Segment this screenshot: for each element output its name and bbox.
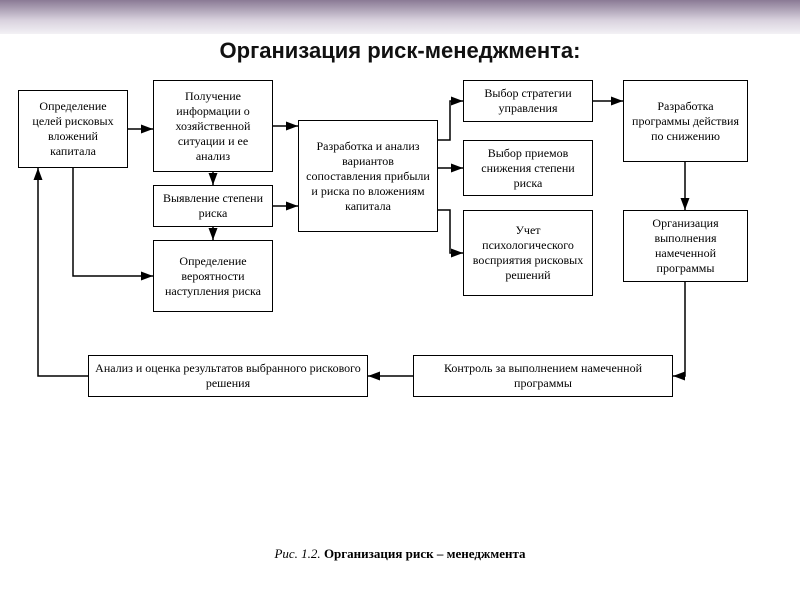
node-n3: Выявление степени риска xyxy=(153,185,273,227)
caption-prefix: Рис. 1.2. xyxy=(274,546,323,561)
node-n5: Разработка и анализ вариантов сопоставле… xyxy=(298,120,438,232)
node-n8: Учет психологического восприятия рисковы… xyxy=(463,210,593,296)
page-title: Организация риск-менеджмента: xyxy=(0,38,800,64)
node-n6: Выбор стратегии управления xyxy=(463,80,593,122)
caption-bold: Организация риск – менеджмента xyxy=(324,546,526,561)
node-n12: Анализ и оценка результатов выбранного р… xyxy=(88,355,368,397)
node-n11: Контроль за выполнением намеченной прогр… xyxy=(413,355,673,397)
node-n4: Определение вероятности наступления риск… xyxy=(153,240,273,312)
edge-n1-n4 xyxy=(73,168,153,276)
edge-n5-n6 xyxy=(438,101,463,140)
decorative-top xyxy=(0,0,800,34)
node-n1: Определение целей рисковых вложений капи… xyxy=(18,90,128,168)
edge-n10-n11 xyxy=(673,282,685,376)
node-n2: Получение информации о хозяйственной сит… xyxy=(153,80,273,172)
figure-caption: Рис. 1.2. Организация риск – менеджмента xyxy=(18,546,782,562)
node-n9: Разработка программы действия по снижени… xyxy=(623,80,748,162)
edge-n5-n8 xyxy=(438,210,463,253)
node-n7: Выбор приемов снижения степени риска xyxy=(463,140,593,196)
node-n10: Организация выполнения намеченной програ… xyxy=(623,210,748,282)
edge-n12-n1 xyxy=(38,168,88,376)
flowchart: Рис. 1.2. Организация риск – менеджмента… xyxy=(18,80,782,570)
